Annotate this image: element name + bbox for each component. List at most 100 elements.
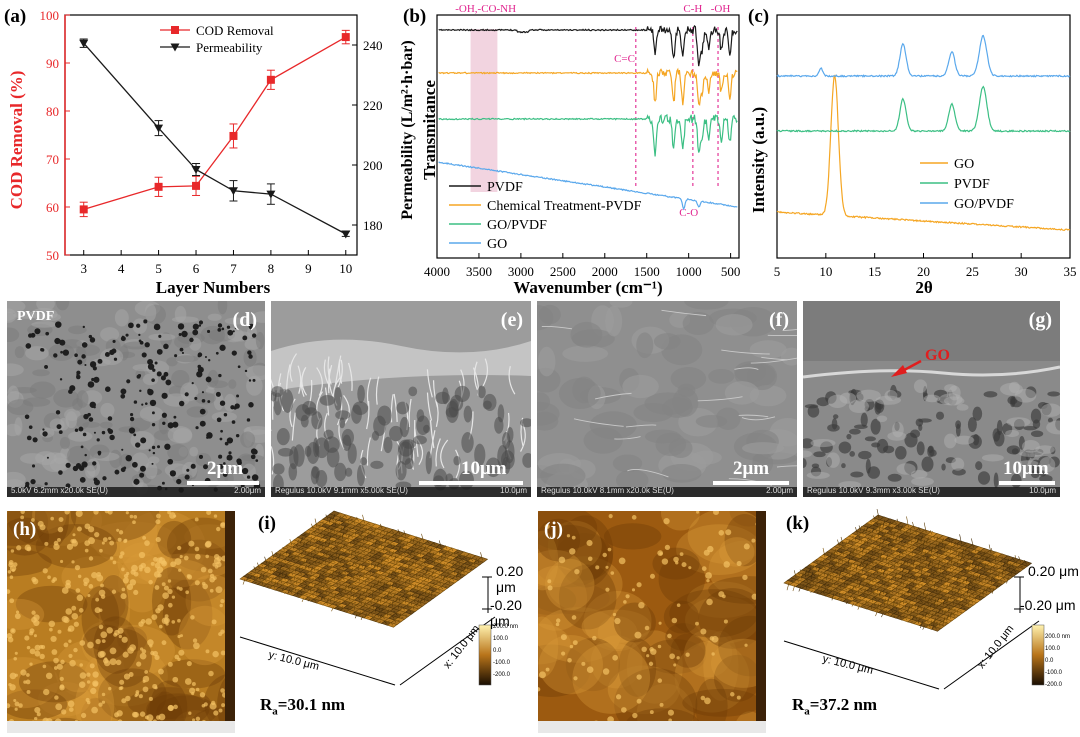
sem-texture: [252, 311, 265, 323]
afm-grain: [104, 657, 108, 661]
afm-texture: [81, 586, 120, 651]
sem-texture: [661, 464, 702, 483]
sem-cavity: [276, 428, 290, 446]
sem-cavity: [983, 391, 998, 398]
afm-grain: [56, 663, 63, 670]
afm-grain: [194, 546, 200, 552]
afm-grain: [696, 511, 700, 514]
sem-pore: [227, 329, 234, 336]
sem-pore: [215, 351, 219, 355]
afm-grain: [657, 644, 662, 649]
afm-grain: [77, 574, 82, 579]
afm-grain: [186, 660, 192, 667]
sem-cavity: [810, 466, 822, 477]
sem-texture: [53, 452, 67, 465]
sem-pore: [173, 415, 177, 419]
sem-pore: [162, 421, 166, 425]
sem-pore: [102, 476, 107, 481]
sem-fibre: [390, 394, 394, 423]
afm-grain: [744, 643, 748, 647]
afm-grain: [129, 644, 136, 651]
go-arrow-head: [891, 365, 907, 377]
sem-pore: [93, 376, 100, 383]
sem-cavity: [1030, 430, 1044, 438]
afm-grain: [650, 648, 657, 655]
sem-cavity: [454, 385, 470, 402]
afm-grain: [134, 693, 138, 698]
y-left-tick-label: 100: [40, 8, 60, 23]
afm-grain: [676, 656, 680, 660]
afm-grain: [76, 526, 82, 532]
afm-grain: [151, 614, 158, 621]
sem-pore: [91, 364, 95, 368]
sem-texture: [910, 470, 928, 479]
afm-grain: [50, 516, 54, 521]
afm-grain: [574, 568, 580, 575]
sem-pore: [120, 393, 126, 399]
sem-texture: [887, 431, 907, 441]
afm-grain: [659, 702, 664, 707]
afm-grain: [172, 676, 179, 683]
sem-wrinkle: [594, 392, 632, 400]
afm-grain: [92, 671, 99, 678]
sem-image-f: (f) 2μm Regulus 10.0kV 8.1mm x20.0k SE(U…: [537, 301, 797, 497]
sem-pore: [87, 412, 91, 417]
sem-texture: [715, 314, 753, 336]
sem-pore: [172, 421, 179, 428]
sem-pore: [198, 454, 204, 459]
sem-pore: [101, 430, 106, 435]
sem-pore: [143, 319, 148, 324]
sem-pore: [151, 378, 155, 382]
afm-grain: [18, 703, 23, 708]
sem-texture: [708, 368, 735, 384]
afm-texture: [98, 574, 129, 631]
sem-pore: [226, 437, 234, 444]
afm-grain: [36, 712, 41, 717]
sem-cavity: [1025, 451, 1031, 461]
sem-texture: [166, 357, 178, 367]
sem-pore: [201, 391, 205, 394]
sem-pore: [87, 381, 95, 388]
afm-grain: [602, 668, 610, 675]
afm-grain: [63, 642, 69, 648]
afm-grain: [93, 511, 99, 515]
band-label-co: C-O: [679, 207, 698, 219]
sem-cavity: [1032, 448, 1044, 456]
sem-texture: [838, 481, 862, 489]
afm-grain: [53, 543, 60, 550]
sem-cavity: [334, 462, 347, 482]
afm-grain: [218, 708, 223, 713]
y-left-tick-label: 80: [46, 104, 59, 119]
afm-grain: [207, 568, 213, 574]
sem-pore: [232, 330, 235, 333]
sem-texture: [144, 461, 158, 480]
sem-pore: [82, 432, 87, 437]
afm-grain: [610, 571, 615, 575]
sem-cavity: [477, 385, 486, 399]
sem-cavity: [904, 460, 918, 475]
x-tick-label: 3000: [508, 264, 534, 279]
afm-texture: [156, 520, 192, 559]
afm-grain: [29, 648, 36, 655]
colorbar-label: -100.0: [493, 660, 511, 666]
sem-pore: [74, 353, 78, 358]
sem-pore: [161, 392, 168, 399]
afm-grain: [150, 561, 155, 566]
afm-grain: [7, 589, 11, 594]
sem-fibre: [473, 361, 478, 390]
sem-pore: [141, 403, 144, 406]
afm-grain: [13, 657, 17, 661]
x-tick-label: 5: [155, 261, 162, 276]
afm-texture: [670, 633, 706, 668]
afm-grain: [631, 588, 636, 592]
afm-grain: [167, 588, 173, 595]
sem-pore: [125, 454, 132, 462]
sem-wrinkle: [750, 357, 797, 364]
afm-grain: [667, 709, 675, 716]
sem-cavity: [921, 456, 934, 472]
sem-pore: [219, 437, 223, 441]
afm-grain: [189, 687, 196, 694]
sem-pore: [56, 424, 62, 430]
afm-texture: [538, 644, 591, 698]
sem-fibre: [327, 364, 333, 394]
